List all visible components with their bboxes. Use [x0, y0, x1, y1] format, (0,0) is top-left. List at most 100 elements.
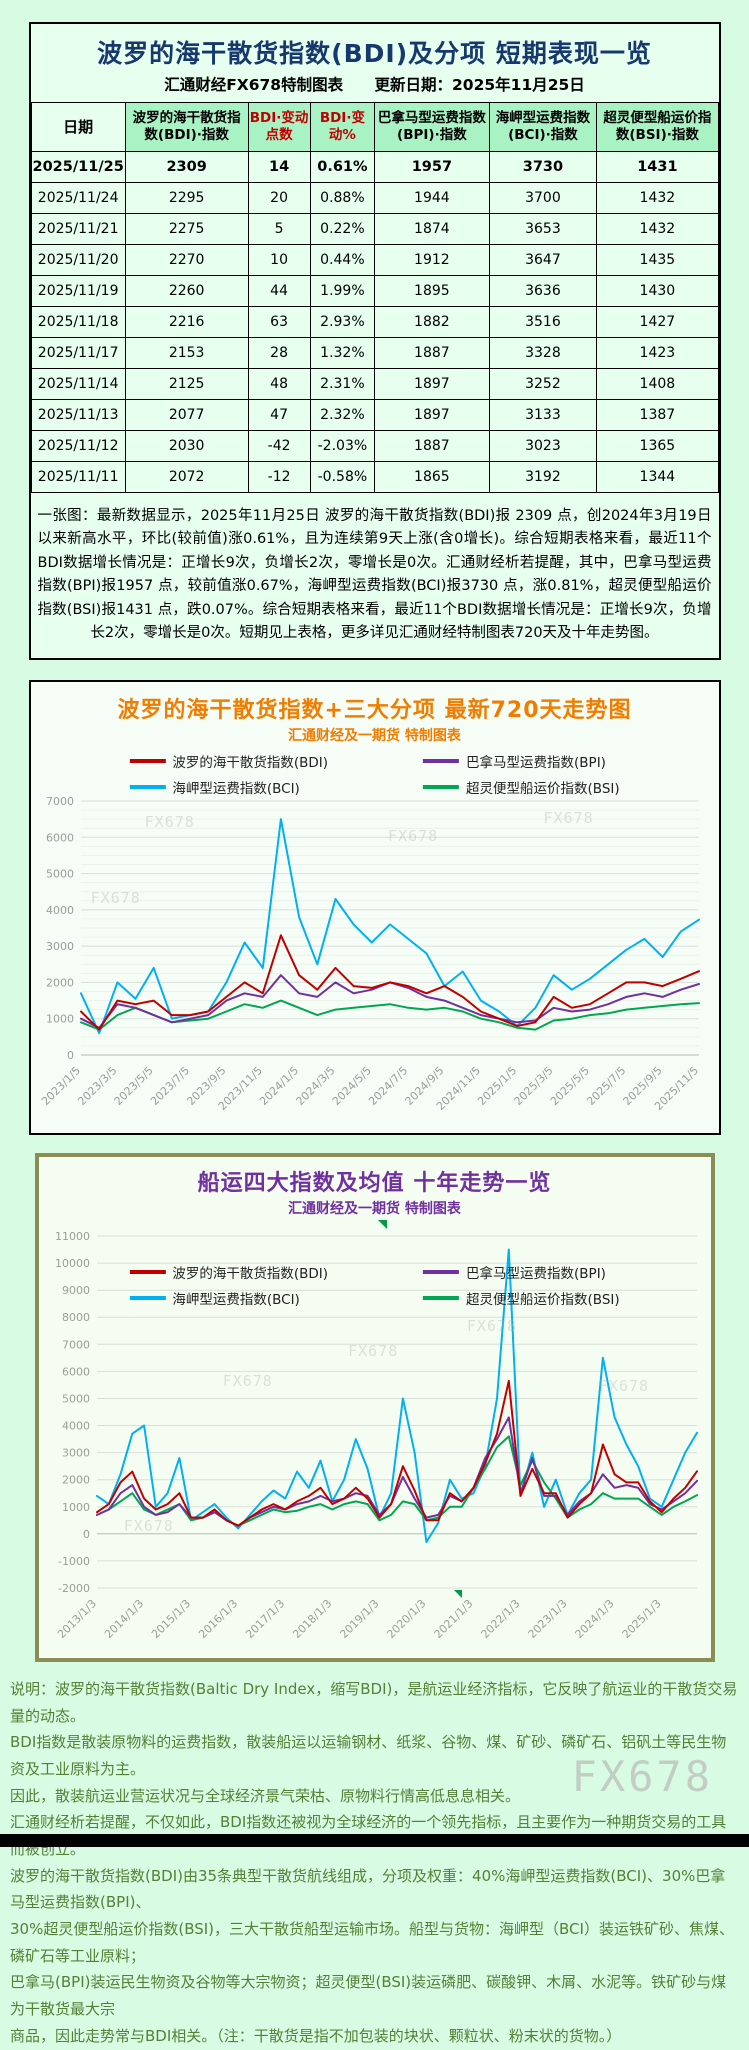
svg-text:2024/1/5: 2024/1/5: [257, 1064, 301, 1108]
table-row: 2025/11/18 2216 63 2.93% 1882 3516 1427: [30, 306, 719, 338]
table-header: 日期 波罗的海干散货指数(BDI)·指数 BDI·变动点数 BDI·变动% 巴拿马型运费…: [30, 102, 719, 152]
table-cell: 2025/11/12: [30, 430, 126, 462]
table-cell: 2125: [124, 368, 249, 400]
legend-swatch: [129, 1295, 166, 1300]
table-cell: 2216: [124, 306, 249, 338]
column-header: 日期: [30, 102, 126, 152]
table-cell: 2025/11/20: [30, 244, 126, 276]
table-row: 2025/11/24 2295 20 0.88% 1944 3700 1432: [30, 182, 719, 214]
table-cell: 2025/11/11: [30, 461, 126, 493]
table-cell: 5: [247, 213, 311, 245]
table-cell: 3700: [488, 182, 598, 214]
table-cell: 14: [247, 151, 311, 183]
svg-text:2014/1/3: 2014/1/3: [102, 1597, 146, 1641]
description-line: 巴拿马(BPI)装运民生物资及谷物等大宗物资；超灵便型(BSI)装运磷肥、碳酸钾…: [10, 1973, 727, 2019]
table-cell: 47: [247, 399, 311, 431]
description-text: 说明：波罗的海干散货指数(Baltic Dry Index，缩写BDI)，是航运…: [10, 1676, 739, 2050]
svg-text:2016/1/3: 2016/1/3: [196, 1597, 240, 1641]
column-header: BDI·变动%: [309, 102, 376, 152]
table-cell: 1427: [596, 306, 719, 338]
table-cell: 1387: [596, 399, 719, 431]
table-cell: 1912: [374, 244, 490, 276]
legend-swatch: [129, 784, 166, 789]
svg-text:0: 0: [83, 1528, 90, 1541]
table-cell: 2025/11/13: [30, 399, 126, 431]
description-line: 说明：波罗的海干散货指数(Baltic Dry Index，缩写BDI)，是航运…: [10, 1679, 738, 1725]
table-cell: 1897: [374, 368, 490, 400]
column-header: BDI·变动点数: [247, 102, 311, 152]
svg-text:2025/1/5: 2025/1/5: [475, 1064, 519, 1108]
table-cell: 2295: [124, 182, 249, 214]
table-cell: -12: [247, 461, 311, 493]
svg-text:2019/1/3: 2019/1/3: [337, 1597, 381, 1641]
table-cell: 2.32%: [309, 399, 376, 431]
table-cell: 1435: [596, 244, 719, 276]
legend-label: 海岬型运费指数(BCI): [172, 1291, 300, 1308]
legend-item: 海岬型运费指数(BCI): [129, 777, 328, 797]
chart2-area: 波罗的海干散货指数(BDI) 巴拿马型运费指数(BPI) 海岬型运费指数(BCI) 超…: [45, 1219, 705, 1656]
table-cell: 2025/11/14: [30, 368, 126, 400]
svg-text:3000: 3000: [62, 1447, 90, 1460]
legend-item: 巴拿马型运费指数(BPI): [423, 1262, 620, 1282]
table-cell: 2025/11/17: [30, 337, 126, 369]
svg-text:2000: 2000: [62, 1474, 90, 1487]
chart1-subtitle: 汇通财经及一期货 特制图表: [288, 727, 461, 744]
table-cell: 1432: [596, 182, 719, 214]
chart-720day-panel: 波罗的海干散货指数+三大分项 最新720天走势图 汇通财经及一期货 特制图表 波…: [28, 679, 721, 1135]
table-cell: 1430: [596, 275, 719, 307]
table-cell: 2025/11/21: [30, 213, 126, 245]
table-cell: 1431: [596, 151, 719, 183]
svg-text:5000: 5000: [46, 868, 74, 881]
table-cell: 3252: [488, 368, 598, 400]
table-row: 2025/11/11 2072 -12 -0.58% 1865 3192 1344: [30, 461, 719, 493]
table-cell: 1.99%: [309, 275, 376, 307]
description-line: 波罗的海干散货指数(BDI)由35条典型干散货航线组成，分项及权重：40%海岬型…: [10, 1866, 726, 1912]
table-cell: 1423: [596, 337, 719, 369]
svg-text:2024/5/5: 2024/5/5: [329, 1064, 373, 1108]
legend-item: 超灵便型船运价指数(BSI): [423, 1288, 620, 1308]
table-cell: 63: [247, 306, 311, 338]
table-cell: 3516: [488, 306, 598, 338]
svg-text:2018/1/3: 2018/1/3: [290, 1597, 334, 1641]
svg-text:2025/5/5: 2025/5/5: [547, 1064, 591, 1108]
table-cell: 1957: [374, 151, 490, 183]
table-row: 2025/11/21 2275 5 0.22% 1874 3653 1432: [30, 213, 719, 245]
svg-text:-2000: -2000: [58, 1582, 90, 1595]
table-cell: 20: [247, 182, 311, 214]
table-cell: 3023: [488, 430, 598, 462]
svg-text:4000: 4000: [62, 1419, 90, 1432]
svg-text:0: 0: [67, 1049, 74, 1062]
svg-text:2020/1/3: 2020/1/3: [384, 1597, 428, 1641]
table-cell: 3636: [488, 275, 598, 307]
table-cell: 3730: [488, 151, 598, 183]
svg-text:2017/1/3: 2017/1/3: [243, 1597, 287, 1641]
table-cell: 1887: [374, 337, 490, 369]
legend-label: 超灵便型船运价指数(BSI): [466, 1291, 620, 1308]
bottom-bar: [0, 1834, 749, 1847]
table-cell: 2025/11/24: [30, 182, 126, 214]
legend-label: 海岬型运费指数(BCI): [172, 780, 300, 797]
svg-text:2013/1/3: 2013/1/3: [54, 1597, 98, 1641]
chart2-title: 船运四大指数及均值 十年走势一览: [197, 1170, 552, 1196]
svg-text:2022/1/3: 2022/1/3: [478, 1597, 522, 1641]
table-cell: 2077: [124, 399, 249, 431]
table-subtitle: 汇通财经FX678特制图表 更新日期：2025年11月25日: [31, 73, 719, 95]
table-cell: 2275: [124, 213, 249, 245]
table-cell: 1344: [596, 461, 719, 493]
table-cell: 2.93%: [309, 306, 376, 338]
legend-swatch: [423, 1269, 460, 1274]
table-cell: 3192: [488, 461, 598, 493]
table-row: 2025/11/17 2153 28 1.32% 1887 3328 1423: [30, 337, 719, 369]
svg-text:6000: 6000: [46, 831, 74, 844]
table-cell: 28: [247, 337, 311, 369]
table-cell: 3133: [488, 399, 598, 431]
column-header: 波罗的海干散货指数(BDI)·指数: [124, 102, 249, 152]
table-cell: 1944: [374, 182, 490, 214]
table-row: 2025/11/12 2030 -42 -2.03% 1887 3023 1365: [30, 430, 719, 462]
chart2-legend: 波罗的海干散货指数(BDI) 巴拿马型运费指数(BPI) 海岬型运费指数(BCI) 超…: [129, 1262, 620, 1308]
chart1-title: 波罗的海干散货指数+三大分项 最新720天走势图: [117, 697, 632, 723]
legend-item: 海岬型运费指数(BCI): [129, 1288, 328, 1308]
svg-text:-1000: -1000: [58, 1555, 90, 1568]
svg-text:7000: 7000: [46, 795, 74, 808]
table-cell: 2030: [124, 430, 249, 462]
